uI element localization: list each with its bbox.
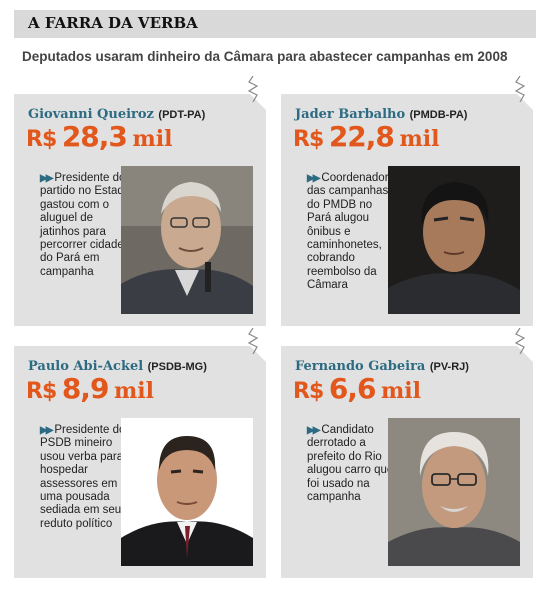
card-fold xyxy=(517,94,533,110)
amount-value: 6,6 xyxy=(328,372,377,405)
currency: R$ xyxy=(293,127,324,152)
amount-value: 22,8 xyxy=(328,120,395,153)
party-label: (PMDB-PA) xyxy=(409,109,468,121)
card-fold xyxy=(517,346,533,362)
amount-unit: mil xyxy=(381,378,422,404)
card-fernando-gabeira: Fernando Gabeira (PV-RJ) R$ 6,6 mil ▶▶ Ca… xyxy=(281,328,533,578)
card-name-line: Paulo Abi-Ackel (PSDB-MG) xyxy=(28,357,207,375)
currency: R$ xyxy=(293,379,324,404)
amount-unit: mil xyxy=(399,126,440,152)
double-arrow-icon: ▶▶ xyxy=(40,173,53,184)
card-name-line: Jader Barbalho (PMDB-PA) xyxy=(295,105,467,123)
description-text: Candidato derrotado a prefeito do Rio al… xyxy=(307,424,394,504)
amount: R$ 22,8 mil xyxy=(293,120,440,153)
portrait-photo xyxy=(388,418,520,566)
currency: R$ xyxy=(26,127,57,152)
card-fold xyxy=(250,94,266,110)
squiggle-icon xyxy=(514,76,526,102)
portrait-photo xyxy=(388,166,520,314)
amount-unit: mil xyxy=(132,126,173,152)
person-name: Giovanni Queiroz xyxy=(28,107,154,122)
currency: R$ xyxy=(26,379,57,404)
amount-value: 8,9 xyxy=(61,372,110,405)
card-giovanni-queiroz: Giovanni Queiroz (PDT-PA) R$ 28,3 mil ▶▶… xyxy=(14,76,266,326)
card-name-line: Giovanni Queiroz (PDT-PA) xyxy=(28,105,205,123)
party-label: (PV-RJ) xyxy=(429,361,469,373)
page-title: A FARRA DA VERBA xyxy=(28,14,198,32)
description: ▶▶ Coordenador das campanhas do PMDB no P… xyxy=(307,172,399,293)
squiggle-icon xyxy=(514,328,526,354)
amount-unit: mil xyxy=(114,378,155,404)
description-text: Presidente do PSDB mineiro usou verba pa… xyxy=(40,424,126,530)
description: ▶▶ Presidente do PSDB mineiro usou verba … xyxy=(40,424,132,531)
description: ▶▶ Candidato derrotado a prefeito do Rio … xyxy=(307,424,399,504)
page-subtitle: Deputados usaram dinheiro da Câmara para… xyxy=(22,49,508,64)
party-label: (PDT-PA) xyxy=(158,109,206,121)
card-fold xyxy=(250,346,266,362)
card-jader-barbalho: Jader Barbalho (PMDB-PA) R$ 22,8 mil ▶▶ C… xyxy=(281,76,533,326)
person-name: Paulo Abi-Ackel xyxy=(28,359,144,374)
person-name: Jader Barbalho xyxy=(295,107,406,122)
amount-value: 28,3 xyxy=(61,120,128,153)
amount: R$ 28,3 mil xyxy=(26,120,173,153)
squiggle-icon xyxy=(247,328,259,354)
portrait-photo xyxy=(121,418,253,566)
description: ▶▶ Presidente do partido no Estado gastou… xyxy=(40,172,132,279)
description-text: Coordenador das campanhas do PMDB no Par… xyxy=(307,172,389,292)
portrait-photo xyxy=(121,166,253,314)
double-arrow-icon: ▶▶ xyxy=(307,173,320,184)
double-arrow-icon: ▶▶ xyxy=(307,425,320,436)
description-text: Presidente do partido no Estado gastou c… xyxy=(40,172,131,278)
amount: R$ 8,9 mil xyxy=(26,372,154,405)
party-label: (PSDB-MG) xyxy=(147,361,207,373)
squiggle-icon xyxy=(247,76,259,102)
header-bar: A FARRA DA VERBA xyxy=(14,10,536,38)
amount: R$ 6,6 mil xyxy=(293,372,421,405)
card-paulo-abi-ackel: Paulo Abi-Ackel (PSDB-MG) R$ 8,9 mil ▶▶ P… xyxy=(14,328,266,578)
card-name-line: Fernando Gabeira (PV-RJ) xyxy=(295,357,469,375)
person-name: Fernando Gabeira xyxy=(295,359,426,374)
double-arrow-icon: ▶▶ xyxy=(40,425,53,436)
